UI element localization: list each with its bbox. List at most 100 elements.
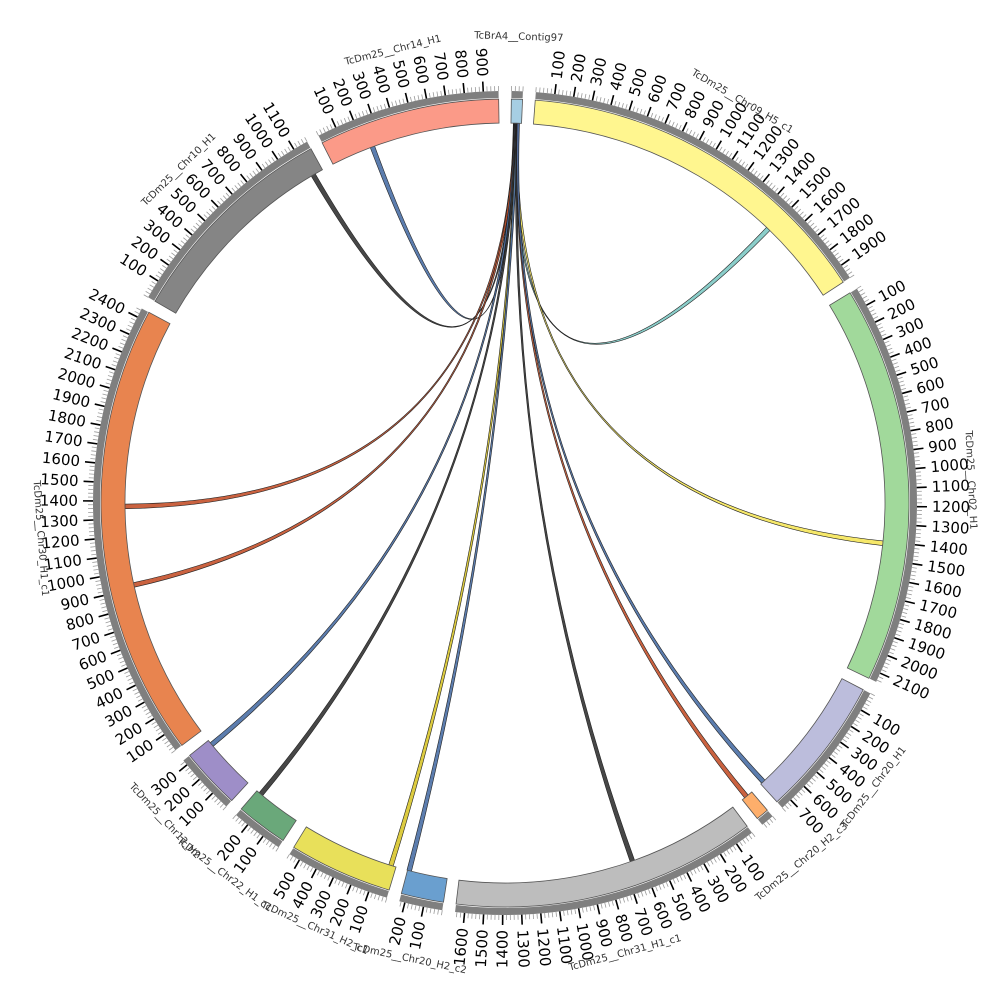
minor-tick [887,347,893,351]
axis-band [757,810,773,825]
tick-label: 1300 [931,518,970,538]
minor-tick [319,129,323,135]
tick-label: 1300 [40,512,79,532]
minor-tick [436,91,439,97]
minor-tick [105,382,111,385]
minor-tick [141,705,147,709]
minor-tick [896,630,902,633]
minor-tick [206,211,211,216]
minor-tick [90,546,96,548]
minor-tick [709,140,713,146]
major-tick [90,422,101,426]
minor-tick [744,163,749,169]
minor-tick [685,128,689,134]
minor-tick [827,243,832,248]
major-tick [686,872,693,882]
minor-tick [399,901,402,907]
major-tick [698,130,706,141]
minor-tick [914,456,920,458]
minor-tick [585,906,588,912]
minor-tick [859,713,864,717]
minor-tick [884,662,890,666]
minor-tick [93,435,99,437]
minor-tick [193,225,198,230]
major-tick [747,161,755,171]
minor-tick [873,316,879,320]
minor-tick [739,841,743,846]
ideogram-block [293,826,397,891]
minor-tick [857,716,862,720]
minor-tick [240,180,245,185]
minor-tick [595,96,598,102]
minor-tick [129,681,135,685]
ideogram-block [100,311,202,746]
major-tick [791,199,800,208]
minor-tick [784,804,789,810]
major-tick [910,428,921,432]
minor-tick [904,399,910,402]
major-tick [901,390,913,395]
minor-tick [742,839,746,844]
major-tick [596,904,601,915]
minor-tick [180,240,186,245]
minor-tick [381,896,384,902]
minor-tick [898,380,904,383]
major-tick [577,908,582,919]
minor-tick [630,895,633,901]
minor-tick [912,440,918,443]
tick-label: 1100 [931,477,970,496]
minor-tick [593,905,596,911]
minor-tick [97,412,103,415]
major-tick [204,792,214,801]
minor-tick [723,851,727,857]
major-tick [178,764,188,772]
minor-tick [869,309,875,313]
tick-label: 1500 [472,929,492,968]
links-layer [124,122,884,872]
major-tick [330,117,337,128]
minor-tick [410,96,412,102]
chromosome-tcbra4-contig97 [510,86,524,124]
minor-tick [911,433,917,435]
major-tick [896,371,907,376]
major-tick [558,911,562,922]
minor-tick [157,731,163,735]
minor-tick [102,609,108,613]
major-tick [287,140,295,150]
minor-tick [166,743,172,748]
minor-tick [95,580,101,582]
minor-tick [910,574,916,577]
minor-tick [780,192,785,198]
chromosome-tcdm25-chr31-h1-c1: 1002003004005006007008009001000110012001… [450,806,768,968]
tick-label: 1600 [41,449,81,471]
minor-tick [913,551,920,554]
minor-tick [96,583,102,586]
minor-tick [429,908,432,914]
minor-tick [599,97,602,103]
minor-tick [203,214,208,219]
minor-tick [580,93,583,99]
minor-tick [862,706,868,710]
minor-tick [383,103,387,109]
minor-tick [689,129,693,135]
minor-tick [155,274,161,279]
link-ribbon-10 [515,122,635,863]
minor-tick [820,234,825,239]
minor-tick [751,832,756,837]
minor-tick [906,593,912,596]
major-tick [879,672,890,679]
minor-tick [876,679,882,683]
minor-tick [822,237,827,242]
major-tick [401,902,406,913]
major-tick [628,100,634,111]
tick-label: 1600 [450,927,472,967]
minor-tick [706,861,711,867]
minor-tick [914,548,920,550]
minor-tick [118,657,124,660]
minor-tick [735,157,739,162]
major-tick [482,914,485,925]
major-tick [404,92,409,103]
minor-tick [111,364,117,367]
minor-tick [551,912,554,918]
